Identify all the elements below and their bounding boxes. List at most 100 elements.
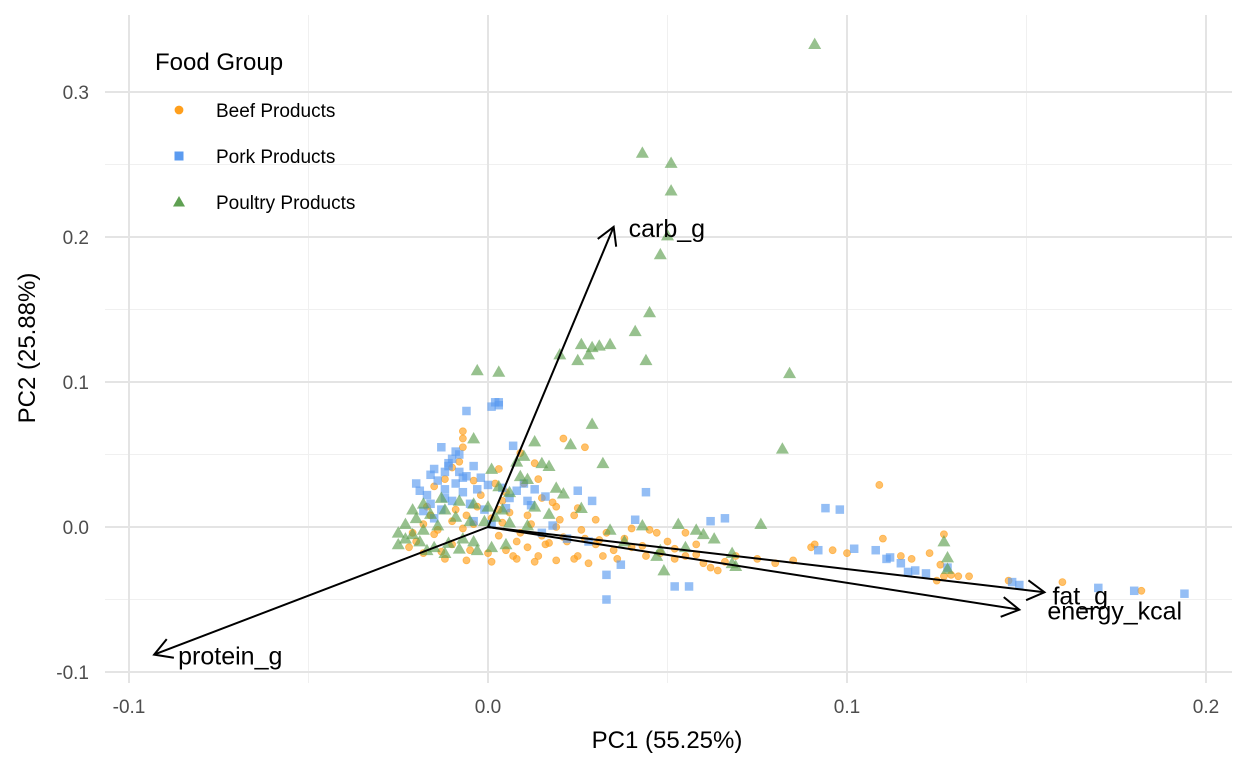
pork-products-point xyxy=(1007,577,1017,587)
legend-title: Food Group xyxy=(155,49,283,76)
poultry-products-point xyxy=(643,305,657,318)
pork-products-point xyxy=(483,480,493,490)
pork-products-point xyxy=(706,516,715,526)
pork-products-point xyxy=(419,506,428,516)
y-tick-label: 0.3 xyxy=(63,83,89,104)
beef-products-point xyxy=(441,475,449,484)
poultry-products-point xyxy=(416,497,430,509)
beef-products-point xyxy=(534,552,543,560)
beef-products-point xyxy=(462,556,471,565)
beef-products-point xyxy=(591,515,600,524)
beef-products-point xyxy=(954,572,963,581)
poultry-products-point xyxy=(485,540,499,553)
beef-products-point xyxy=(598,552,607,560)
pork-products-point xyxy=(910,566,920,575)
poultry-products-point xyxy=(628,324,642,337)
poultry-products-point xyxy=(452,542,466,554)
beef-products-point xyxy=(512,537,521,546)
poultry-products-point xyxy=(941,550,955,563)
poultry-products-point xyxy=(571,353,585,366)
poultry-products-point xyxy=(499,537,513,550)
pork-products-point xyxy=(451,479,460,488)
poultry-products-point xyxy=(574,501,588,514)
poultry-products-point xyxy=(470,363,484,376)
scatter-points xyxy=(391,37,1189,604)
beef-products-point xyxy=(577,526,586,534)
beef-products-point xyxy=(552,502,561,511)
poultry-products-point xyxy=(513,469,527,482)
poultry-products-point xyxy=(406,503,420,515)
poultry-products-point xyxy=(696,527,710,540)
poultry-products-point xyxy=(431,519,445,531)
pork-products-point xyxy=(849,544,859,553)
pork-products-point xyxy=(523,496,532,506)
poultry-products-point xyxy=(657,564,671,576)
beef-products-point xyxy=(458,524,467,533)
legend-item-beef-products: Beef Products xyxy=(174,101,335,122)
series-beef-products xyxy=(405,427,1146,595)
pork-products-point xyxy=(573,486,582,495)
arrowhead-fat-g xyxy=(1025,579,1047,602)
beef-products-point xyxy=(455,457,464,466)
beef-products-point xyxy=(652,528,661,537)
series-pork-products xyxy=(411,398,1189,604)
beef-products-point xyxy=(487,557,496,566)
arrowhead-energy-kcal xyxy=(1000,596,1022,618)
poultry-products-point xyxy=(481,500,495,512)
loading-arrow-carb-g xyxy=(487,226,615,528)
beef-products-point xyxy=(828,546,837,555)
pork-products-point xyxy=(512,486,521,495)
poultry-products-point xyxy=(528,500,542,512)
beef-products-point xyxy=(642,552,650,560)
pork-products-point xyxy=(487,519,496,529)
pork-products-point xyxy=(896,559,906,568)
beef-products-point xyxy=(581,443,589,452)
pork-products-point xyxy=(630,515,640,524)
loading-label-carb-g: carb_g xyxy=(629,215,705,243)
pork-products-point xyxy=(1015,580,1024,590)
beef-products-point xyxy=(405,543,413,552)
pork-products-point xyxy=(602,595,611,604)
pork-products-point xyxy=(508,441,518,451)
beef-products-point xyxy=(663,537,672,546)
poultry-products-point xyxy=(492,365,506,377)
y-tick-label: 0.1 xyxy=(63,373,89,394)
pork-products-point xyxy=(426,470,435,480)
beef-products-point xyxy=(1058,578,1067,586)
pork-products-point xyxy=(437,443,446,452)
beef-products-point xyxy=(875,481,884,489)
loading-label-energy-kcal: energy_kcal xyxy=(1047,598,1182,626)
beef-products-point xyxy=(559,434,568,443)
pork-products-point xyxy=(462,406,471,416)
major-grid xyxy=(105,15,1232,683)
pork-products-point xyxy=(415,486,425,495)
poultry-products-point xyxy=(413,535,427,547)
poultry-products-point xyxy=(391,537,405,550)
beef-products-point xyxy=(555,515,564,524)
x-tick-label: 0.0 xyxy=(475,697,501,718)
beef-products-point xyxy=(843,549,851,557)
poultry-products-point xyxy=(592,339,606,351)
arrowhead-carb-g xyxy=(597,225,618,247)
pork-products-point xyxy=(476,473,486,482)
poultry-products-point xyxy=(528,434,542,447)
poultry-products-point xyxy=(754,517,768,529)
legend-item-pork-products: Pork Products xyxy=(174,147,335,168)
poultry-products-point xyxy=(438,546,452,558)
pork-products-point xyxy=(885,553,895,562)
pork-products-point xyxy=(1094,583,1103,593)
beef-products-point xyxy=(627,524,636,533)
beef-products-point xyxy=(509,552,518,560)
poultry-products-point xyxy=(564,437,578,450)
pork-products-point xyxy=(921,569,931,578)
beef-products-point xyxy=(494,531,503,540)
beef-products-point xyxy=(681,528,690,537)
pork-products-point xyxy=(411,479,421,488)
beef-products-point xyxy=(965,572,973,581)
poultry-products-point xyxy=(603,337,617,350)
pork-products-point xyxy=(871,545,880,555)
beef-products-point xyxy=(523,511,532,520)
poultry-products-point xyxy=(520,519,534,531)
legend-label-beef-products: Beef Products xyxy=(216,101,335,122)
x-tick-label: -0.1 xyxy=(113,697,146,718)
